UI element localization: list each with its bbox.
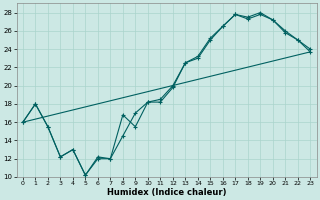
- X-axis label: Humidex (Indice chaleur): Humidex (Indice chaleur): [107, 188, 226, 197]
